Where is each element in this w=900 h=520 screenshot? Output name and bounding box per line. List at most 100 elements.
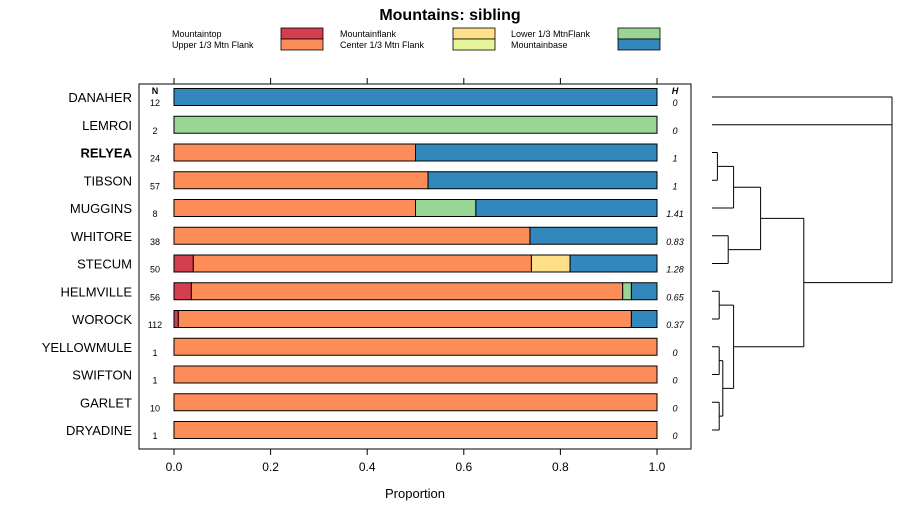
bar-segment-lower-1-3-mtnflank [622, 282, 632, 301]
n-value: 12 [150, 98, 160, 108]
n-value: 1 [152, 348, 157, 358]
h-value: 1 [672, 154, 677, 164]
h-value: 0.65 [666, 292, 685, 302]
row-garlet: GARLET 10 0 [80, 393, 678, 413]
row-tibson: TIBSON 57 1 [84, 171, 678, 191]
row-muggins: MUGGINS 8 1.41 [70, 199, 684, 219]
x-axis-title: Proportion [385, 486, 445, 501]
row-stecum: STECUM 50 1.28 [77, 254, 684, 275]
bar-segment-mountainbase [630, 282, 658, 301]
x-tick-label: 0.2 [262, 460, 279, 474]
site-label: MUGGINS [70, 201, 132, 216]
bar-segment-mountaintop [173, 310, 179, 328]
x-tick-label: 0.0 [166, 460, 183, 474]
n-value: 24 [150, 154, 160, 164]
site-label: SWIFTON [72, 368, 132, 383]
row-swifton: SWIFTON 1 0 [72, 365, 678, 386]
bar-segment-mountainbase [475, 199, 658, 217]
h-value: 0.83 [666, 237, 684, 247]
h-value: 1 [672, 181, 677, 191]
bar-segment-upper-1-3-mtn-flank [173, 226, 531, 245]
bar-segment-upper-1-3-mtn-flank [173, 171, 429, 190]
dendrogram [712, 96, 893, 431]
n-value: 57 [150, 181, 160, 191]
x-tick-label: 0.6 [455, 460, 472, 474]
bar-segment-mountaintop [173, 254, 194, 273]
bar-segment-upper-1-3-mtn-flank [173, 421, 658, 439]
bar-segment-upper-1-3-mtn-flank [192, 254, 532, 273]
row-dryadine: DRYADINE 1 0 [66, 421, 678, 441]
h-value: 0 [672, 98, 677, 108]
row-helmville: HELMVILLE 56 0.65 [60, 282, 685, 302]
h-value: 1.41 [666, 209, 684, 219]
h-value: 0 [672, 348, 677, 358]
n-value: 10 [150, 403, 160, 413]
bar-segment-upper-1-3-mtn-flank [173, 143, 416, 162]
bar-segment-mountainflank [530, 254, 571, 273]
bar-segment-upper-1-3-mtn-flank [173, 337, 658, 356]
h-value: 0.37 [666, 320, 685, 330]
h-column-header: H [672, 86, 679, 96]
legend-label-mountainbase: Mountainbase [511, 40, 568, 50]
bar-segment-mountainbase [630, 310, 658, 328]
bar-segment-mountainbase [529, 226, 658, 245]
legend-label-upper-1-3-mtn-flank: Upper 1/3 Mtn Flank [172, 40, 254, 50]
x-tick-label: 0.4 [359, 460, 376, 474]
row-lemroi: LEMROI 2 0 [82, 115, 678, 136]
bar-segment-lower-1-3-mtnflank [415, 199, 477, 217]
bar-segment-mountainbase [173, 88, 658, 106]
h-value: 0 [672, 403, 677, 413]
n-value: 50 [150, 265, 160, 275]
n-value: 8 [152, 209, 157, 219]
h-value: 1.28 [666, 265, 684, 275]
bar-segment-mountainbase [415, 143, 658, 162]
legend-label-mountainflank: Mountainflank [340, 29, 397, 39]
legend-swatch-mountainbase [617, 38, 661, 51]
bar-segment-mountaintop [173, 282, 192, 301]
h-value: 0 [672, 126, 677, 136]
bar-segment-upper-1-3-mtn-flank [173, 199, 416, 217]
site-label: STECUM [77, 257, 132, 272]
n-value: 1 [152, 376, 157, 386]
site-label: DRYADINE [66, 423, 132, 438]
chart-title: Mountains: sibling [379, 7, 520, 24]
legend-swatch-lower-1-3-mtnflank [617, 27, 661, 40]
bar-segment-upper-1-3-mtn-flank [177, 310, 632, 328]
n-value: 2 [152, 126, 157, 136]
bar-rows: DANAHER 12 0 LEMROI 2 0 RELYEA 24 1 TIBSON 57 1 MUGG… [42, 88, 685, 441]
site-label: RELYEA [80, 146, 132, 161]
plot-frame [138, 83, 692, 450]
row-yellowmule: YELLOWMULE 1 0 [42, 337, 678, 358]
bar-segment-mountainbase [427, 171, 658, 190]
n-value: 38 [150, 237, 160, 247]
legend-swatch-center-1-3-mtn-flank [452, 38, 496, 51]
x-tick-label: 1.0 [649, 460, 666, 474]
n-value: 112 [148, 320, 162, 330]
h-value: 0 [672, 431, 677, 441]
site-label: HELMVILLE [60, 284, 132, 299]
n-value: 1 [152, 431, 157, 441]
legend-label-center-1-3-mtn-flank: Center 1/3 Mtn Flank [340, 40, 425, 50]
n-value: 56 [150, 292, 160, 302]
n-column-header: N [152, 86, 159, 96]
site-label: GARLET [80, 395, 132, 410]
bar-segment-mountainbase [569, 254, 658, 273]
site-label: YELLOWMULE [42, 340, 133, 355]
row-danaher: DANAHER 12 0 [68, 88, 678, 108]
row-whitore: WHITORE 38 0.83 [71, 226, 684, 247]
legend-swatch-mountaintop [280, 27, 324, 40]
site-label: LEMROI [82, 118, 132, 133]
x-tick-label: 0.8 [552, 460, 569, 474]
site-label: DANAHER [68, 90, 132, 105]
bar-segment-lower-1-3-mtnflank [173, 115, 658, 134]
legend-label-lower-1-3-mtnflank: Lower 1/3 MtnFlank [511, 29, 591, 39]
bar-segment-upper-1-3-mtn-flank [173, 393, 658, 412]
legend-swatch-upper-1-3-mtn-flank [280, 38, 324, 51]
h-value: 0 [672, 376, 677, 386]
site-label: TIBSON [84, 173, 132, 188]
row-relyea: RELYEA 24 1 [80, 143, 678, 164]
bar-segment-upper-1-3-mtn-flank [173, 365, 658, 384]
x-axis: 0.0 0.2 0.4 0.6 0.8 1.0 [166, 78, 666, 474]
